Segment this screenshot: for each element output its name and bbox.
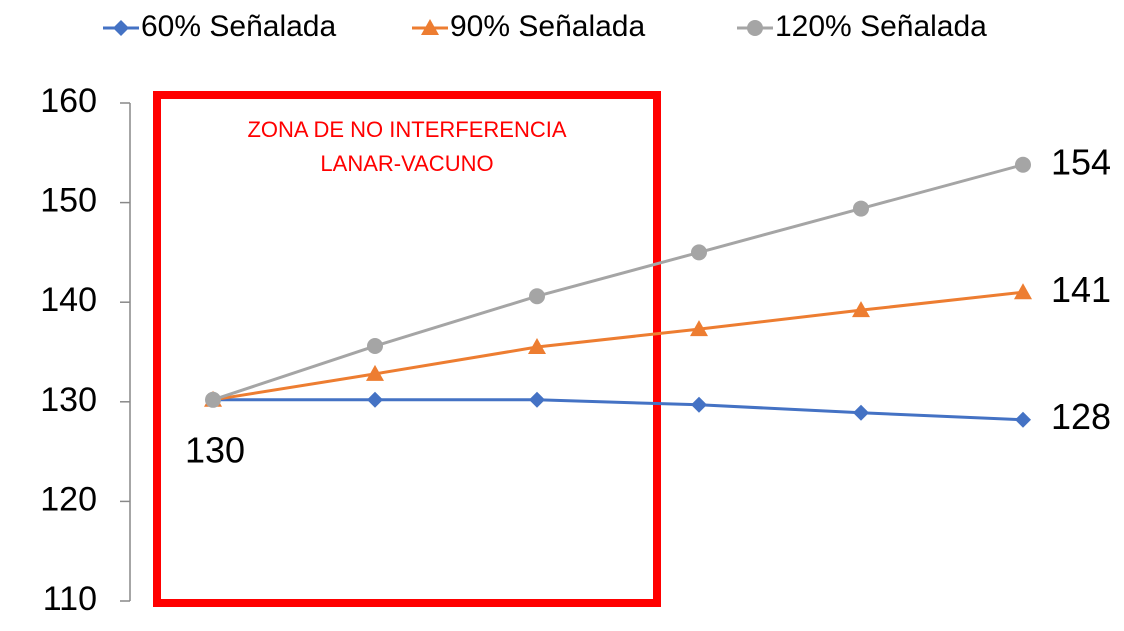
data-point bbox=[529, 391, 545, 408]
annotation-box bbox=[153, 91, 661, 607]
legend-label: 60% Señalada bbox=[141, 10, 336, 43]
data-point bbox=[853, 200, 869, 217]
y-tick-label: 150 bbox=[40, 182, 97, 220]
legend-marker bbox=[113, 20, 129, 36]
series-line bbox=[213, 398, 1024, 422]
annotation: LANAR-VACUNO bbox=[320, 151, 493, 176]
data-point bbox=[367, 338, 383, 355]
data-point bbox=[853, 404, 869, 421]
data-point bbox=[691, 244, 707, 261]
y-tick-label: 120 bbox=[40, 480, 97, 518]
data-point bbox=[691, 396, 707, 413]
data-point bbox=[528, 338, 546, 355]
series-line bbox=[212, 290, 1024, 402]
y-tick-label: 140 bbox=[40, 281, 97, 319]
data-label: 141 bbox=[1051, 269, 1111, 310]
y-tick-label: 130 bbox=[40, 381, 97, 419]
series-line bbox=[212, 163, 1024, 402]
legend-marker bbox=[421, 19, 439, 35]
data-label: 130 bbox=[185, 429, 245, 470]
data-point bbox=[529, 288, 545, 305]
y-tick-label: 110 bbox=[43, 580, 97, 618]
data-point bbox=[1014, 283, 1032, 300]
data-point bbox=[852, 301, 870, 318]
data-point bbox=[690, 320, 708, 337]
data-point bbox=[1015, 156, 1031, 173]
legend-label: 120% Señalada bbox=[775, 10, 987, 43]
data-label: 128 bbox=[1051, 396, 1111, 437]
y-tick-label: 160 bbox=[40, 82, 97, 120]
data-label: 154 bbox=[1051, 141, 1111, 182]
data-point bbox=[205, 391, 221, 408]
data-point bbox=[367, 391, 383, 408]
legend-label: 90% Señalada bbox=[450, 10, 645, 43]
annotation: ZONA DE NO INTERFERENCIA bbox=[247, 117, 566, 142]
legend-marker bbox=[747, 20, 763, 36]
data-point bbox=[1015, 411, 1031, 428]
data-point bbox=[366, 364, 384, 381]
